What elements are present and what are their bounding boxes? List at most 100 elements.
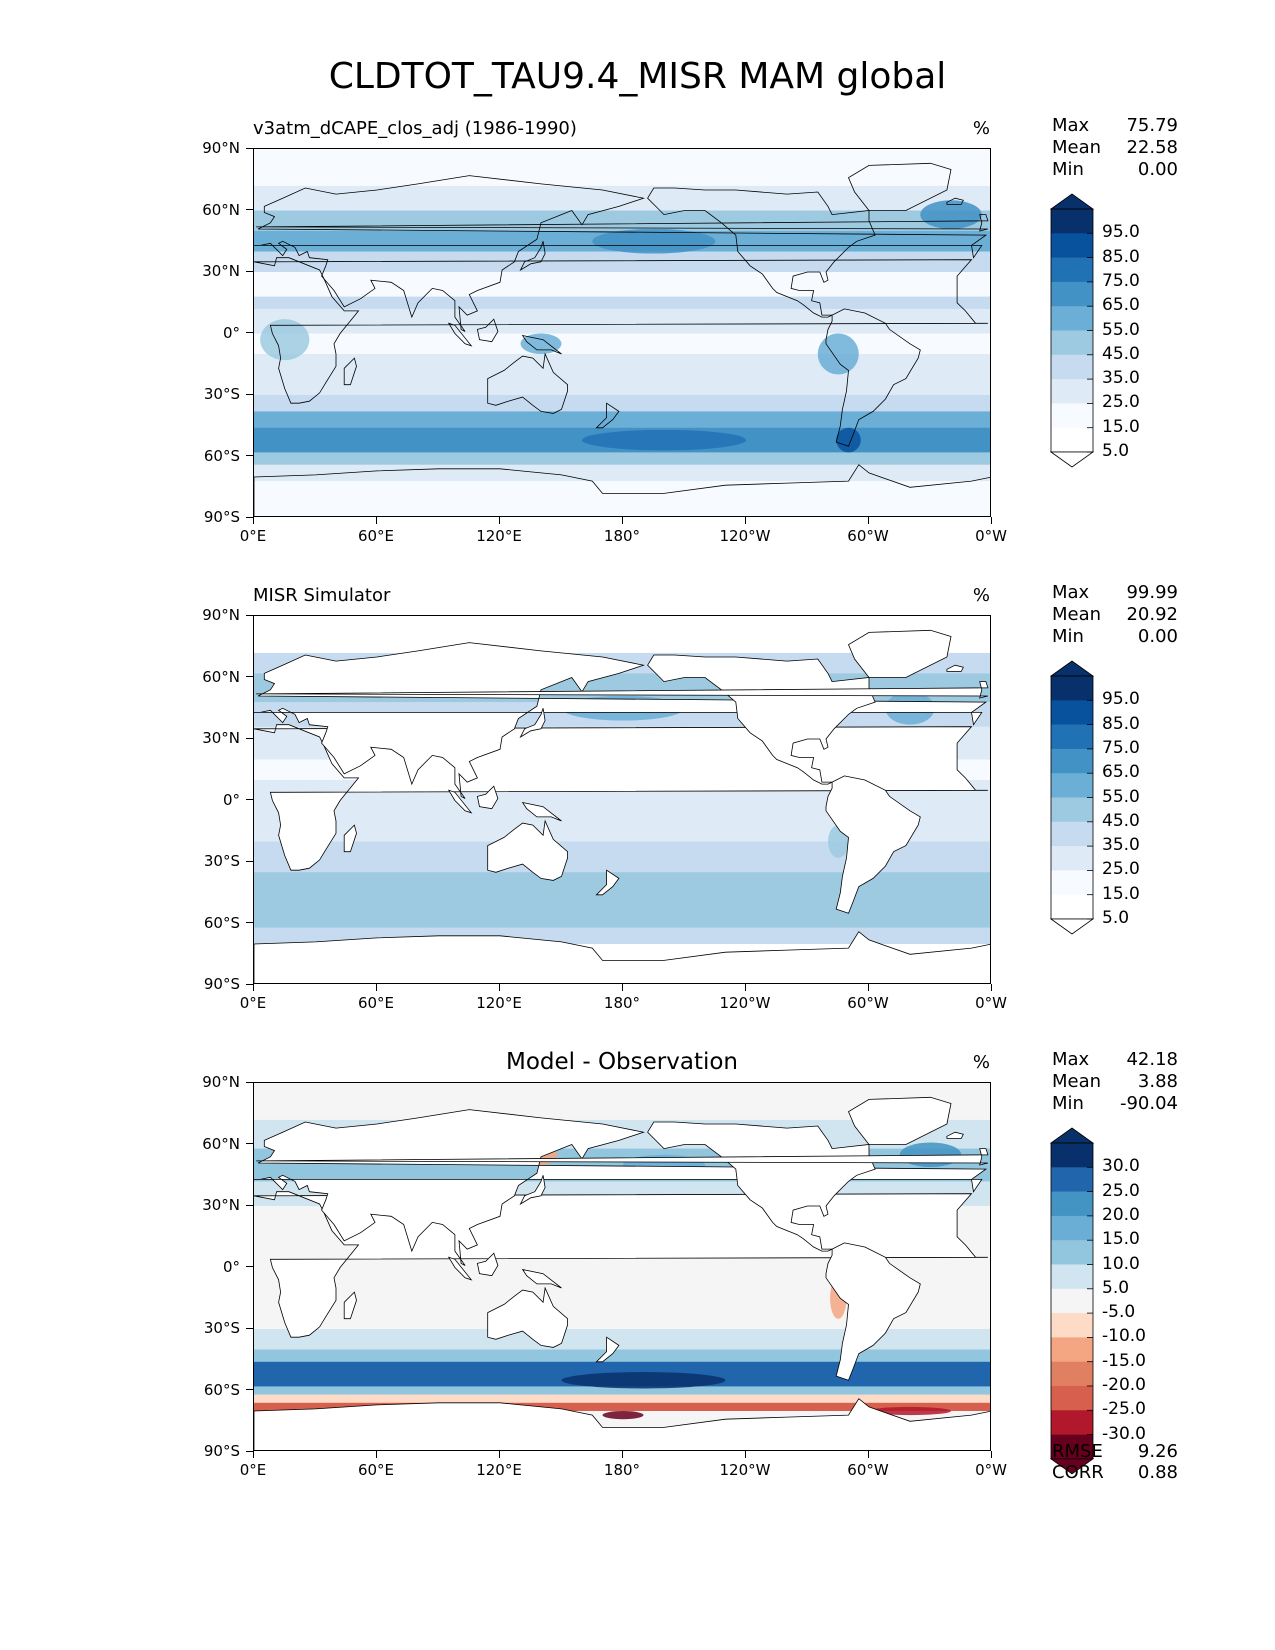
diff-map xyxy=(253,1082,991,1451)
colorbar-segment xyxy=(1051,1215,1093,1241)
colorbar-segment xyxy=(1051,1288,1093,1314)
lon-tick xyxy=(375,517,377,524)
colorbar-tick-label: -25.0 xyxy=(1102,1399,1146,1420)
lat-tick-label: 60°S xyxy=(203,1380,240,1399)
lat-tick-label: 30°S xyxy=(203,385,240,403)
colorbar-segment xyxy=(1051,773,1093,798)
lat-tick xyxy=(246,209,253,211)
colorbar-tick-label: 15.0 xyxy=(1102,883,1140,904)
field-band xyxy=(254,272,990,298)
lat-tick-label: 30°N xyxy=(202,729,240,747)
lon-tick xyxy=(744,984,746,991)
colorbar-tick-label: 45.0 xyxy=(1102,343,1140,364)
colorbar-extend-bottom xyxy=(1049,918,1095,935)
lon-tick-label: 60°W xyxy=(847,1461,889,1479)
lat-tick xyxy=(246,1081,253,1083)
lon-tick xyxy=(498,984,500,991)
coastline-eurasia xyxy=(254,1109,988,1266)
coastline-eurasia xyxy=(254,642,988,799)
colorbar-extend-bottom xyxy=(1049,1458,1095,1475)
lon-tick xyxy=(252,984,254,991)
field-band xyxy=(254,411,990,429)
colorbar-tick-label: -10.0 xyxy=(1102,1326,1146,1347)
coastline-greenland xyxy=(847,1096,952,1145)
lon-tick xyxy=(621,517,623,524)
colorbar-tick-label: 10.0 xyxy=(1102,1253,1140,1274)
stat-mean-label: Mean xyxy=(1052,1071,1102,1092)
field-anomaly xyxy=(520,333,562,354)
lon-tick-label: 180° xyxy=(603,527,641,545)
field-band xyxy=(254,149,990,187)
lat-tick-label: 30°S xyxy=(203,852,240,870)
field-band xyxy=(254,1394,990,1404)
lon-tick-label: 120°E xyxy=(476,527,522,545)
field-band xyxy=(254,464,990,482)
lat-tick xyxy=(246,1327,253,1329)
lon-tick xyxy=(621,984,623,991)
colorbar-segment xyxy=(1051,1191,1093,1217)
lat-tick xyxy=(246,614,253,616)
field-anomaly xyxy=(561,1372,726,1389)
colorbar-segment xyxy=(1051,1385,1093,1411)
lon-tick xyxy=(498,1451,500,1458)
lon-tick-label: 60°E xyxy=(357,527,395,545)
model-map xyxy=(253,148,991,517)
field-band xyxy=(254,333,990,355)
lat-tick-label: 0° xyxy=(222,1257,240,1276)
coastline-eurasia xyxy=(254,175,988,332)
coastline-australia xyxy=(487,1286,568,1348)
lat-tick-label: 90°S xyxy=(203,975,240,993)
lon-tick-label: 180° xyxy=(603,994,641,1012)
coastline-newzealand xyxy=(595,1336,620,1363)
lat-tick xyxy=(246,147,253,149)
lon-tick xyxy=(621,1451,623,1458)
lon-tick-label: 120°W xyxy=(719,527,771,545)
field-band xyxy=(254,395,990,412)
field-anomaly xyxy=(582,429,746,451)
lon-tick xyxy=(498,517,500,524)
lat-tick xyxy=(246,922,253,924)
lon-tick-label: 120°W xyxy=(719,994,771,1012)
lat-tick-label: 0° xyxy=(222,323,240,342)
lat-tick xyxy=(246,1389,253,1391)
lon-tick xyxy=(744,1451,746,1458)
colorbar-tick-label: 75.0 xyxy=(1102,270,1140,291)
colorbar xyxy=(1049,660,1095,941)
stat-min-label: Min xyxy=(1052,159,1084,180)
coastline-iceland xyxy=(946,197,964,205)
colorbar-segment xyxy=(1051,209,1093,234)
lat-tick xyxy=(246,1204,253,1206)
lon-tick xyxy=(867,517,869,524)
stat-rmse-value: 9.26 xyxy=(1137,1441,1178,1462)
colorbar-tick-label: 35.0 xyxy=(1102,835,1140,856)
lon-tick-label: 60°W xyxy=(847,527,889,545)
coastline-iceland xyxy=(946,1131,964,1139)
lat-tick xyxy=(246,983,253,985)
field-band xyxy=(254,481,990,516)
colorbar-tick-label: 30.0 xyxy=(1102,1156,1140,1177)
stat-max-label: Max xyxy=(1052,1049,1090,1070)
colorbar-extend-top xyxy=(1049,1127,1095,1144)
colorbar-segment xyxy=(1051,748,1093,774)
colorbar-segment xyxy=(1051,1240,1093,1265)
colorbar-tick-label: 85.0 xyxy=(1102,713,1140,734)
coastline-antarctica xyxy=(254,931,990,983)
coastline-borneo xyxy=(476,1252,499,1277)
stat-min-value: 0.00 xyxy=(1137,626,1178,647)
colorbar xyxy=(1049,193,1095,474)
field-band xyxy=(254,1386,990,1396)
colorbar-segment xyxy=(1051,1434,1093,1460)
stat-mean-value: 22.58 xyxy=(1126,137,1178,158)
lon-tick xyxy=(252,517,254,524)
colorbar-segment xyxy=(1051,846,1093,871)
field-anomaly xyxy=(260,319,310,361)
coastline-greenland xyxy=(847,629,952,678)
coastline-iceland xyxy=(946,664,964,672)
stat-mean-value: 20.92 xyxy=(1126,604,1178,625)
colorbar-segment xyxy=(1051,427,1093,453)
colorbar-extend-top xyxy=(1049,193,1095,210)
lon-tick-label: 180° xyxy=(603,1461,641,1479)
coastline-northamerica xyxy=(647,1121,876,1252)
coastline-southamerica xyxy=(825,775,921,914)
field-band xyxy=(254,354,990,396)
